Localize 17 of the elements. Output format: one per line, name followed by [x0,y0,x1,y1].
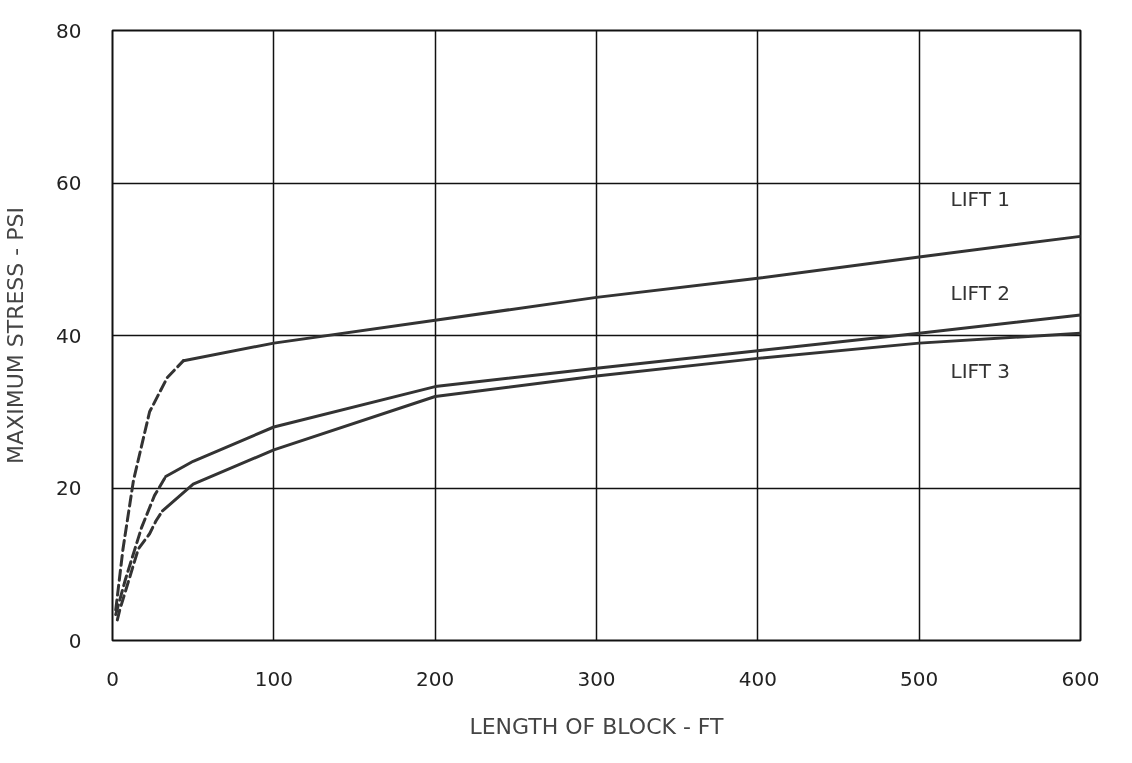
series-label: LIFT 2 [950,280,1010,305]
y-tick-label: 60 [56,171,82,195]
x-tick-label: 0 [106,666,119,691]
y-tick-label: 40 [56,323,82,348]
x-tick-label: 200 [416,666,455,691]
x-tick-label: 400 [738,666,777,691]
x-tick-label: 600 [1061,666,1100,691]
x-axis-title: LENGTH OF BLOCK - FT [469,713,725,739]
y-tick-label: 80 [56,18,82,43]
y-axis-title: MAXIMUM STRESS - PSI [3,207,29,464]
y-tick-label: 20 [56,476,82,500]
series-label: LIFT 1 [950,187,1010,212]
series-label: LIFT 3 [950,359,1010,384]
x-tick-label: 100 [254,666,293,691]
x-tick-label: 500 [900,666,939,691]
x-tick-label: 300 [577,666,616,691]
y-tick-label: 0 [68,628,82,653]
